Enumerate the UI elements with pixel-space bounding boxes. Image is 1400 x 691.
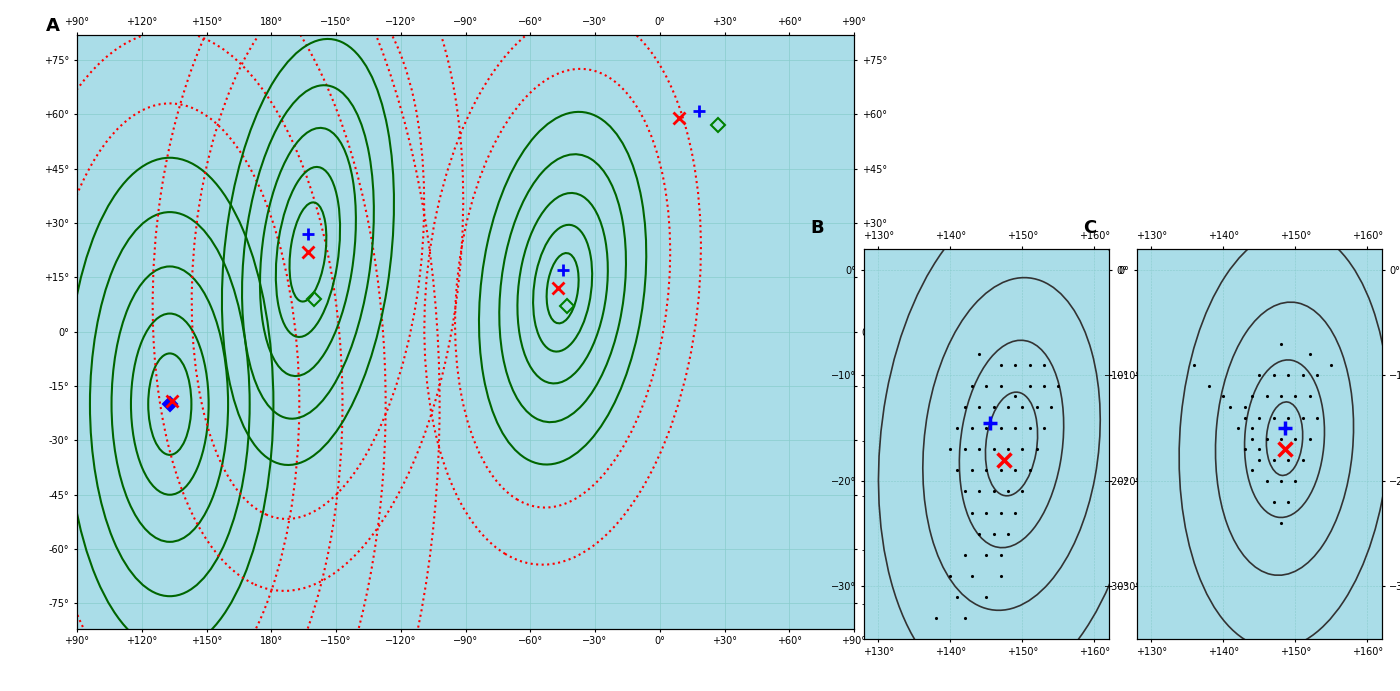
Text: A: A: [46, 17, 60, 35]
Text: C: C: [1084, 219, 1096, 237]
Text: B: B: [809, 219, 823, 237]
